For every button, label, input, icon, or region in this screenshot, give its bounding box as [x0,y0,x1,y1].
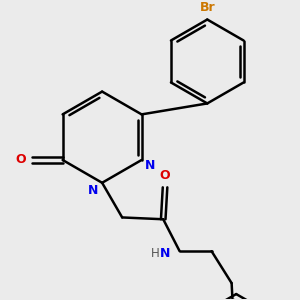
Text: N: N [160,248,170,260]
Text: Br: Br [200,1,215,14]
Text: N: N [145,159,156,172]
Text: N: N [88,184,98,197]
Text: O: O [16,154,26,166]
Text: O: O [160,169,170,182]
Text: H: H [151,248,160,260]
